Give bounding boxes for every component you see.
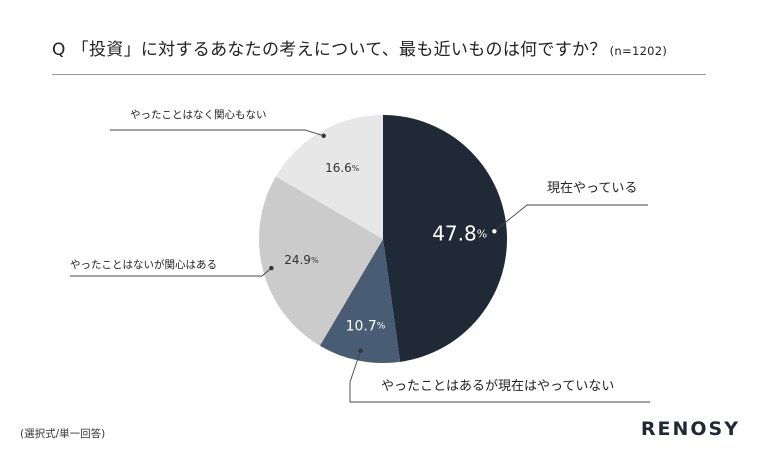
leader-line [70,267,272,277]
pie-slice-3 [258,176,383,346]
leader-dot [321,133,326,138]
title-divider [52,74,706,75]
slice-value-label: 10.7% [346,319,386,335]
leader-dot [492,229,497,234]
leader-line [349,350,650,403]
leader-line [110,129,324,137]
slice-category-label: やったことはあるが現在はやっていない [381,379,614,394]
slice-category-label: 現在やっている [547,181,637,196]
leader-line [494,204,648,232]
question-text: 「投資」に対するあなたの考えについて、最も近いものは何ですか？ [71,40,607,60]
pie-slice-1 [383,115,508,362]
leader-dot [269,265,274,271]
footer-note: (選択式/単一回答) [20,428,106,440]
slice-value-label: 47.8% [432,222,487,246]
slice-category-label: やったことはなく関心もない [130,109,267,121]
chart-title: Q 「投資」に対するあなたの考えについて、最も近いものは何ですか？ (n=1202) [52,35,667,60]
pie-slice-4 [275,115,383,239]
leader-dot [358,348,363,354]
sample-size: (n=1202) [609,44,668,58]
slice-value-label: 24.9% [284,253,319,267]
slice-category-label: やったことはないが関心はある [70,258,217,271]
slice-value-label: 16.6% [325,161,360,175]
pie-slice-2 [319,239,401,364]
question-marker: Q [52,40,66,60]
brand-logo: RENOSY [640,418,740,440]
